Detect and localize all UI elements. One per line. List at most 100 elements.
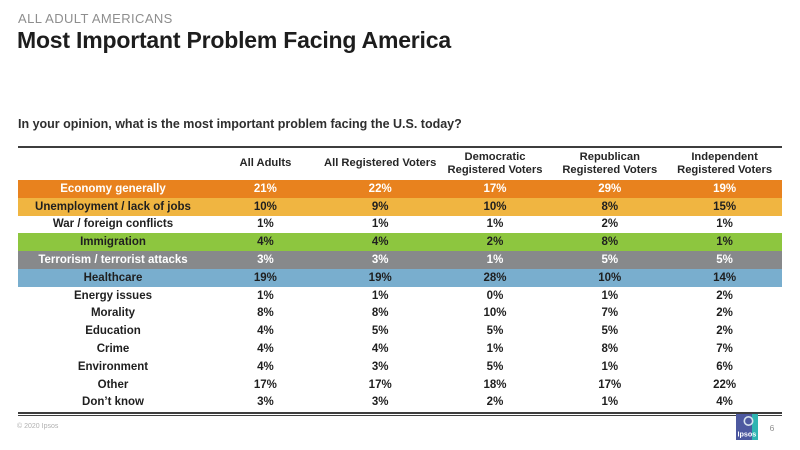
row-value: 5% [601, 254, 619, 267]
table-row: War / foreign conflicts 1% 1% 1% 2% 1% [18, 215, 782, 234]
table-bottom-border [18, 412, 782, 415]
row-label: Healthcare [83, 271, 143, 284]
column-header-line: Registered Voters [562, 164, 658, 176]
row-value: 0% [486, 289, 504, 302]
row-value: 29% [598, 182, 622, 195]
row-value: 8% [601, 343, 619, 356]
row-value: 1% [601, 360, 619, 373]
table-row: Unemployment / lack of jobs 10% 9% 10% 8% 15% [18, 197, 782, 216]
column-header-line: Republican [579, 150, 640, 163]
row-value: 1% [601, 289, 619, 302]
row-value: 17% [598, 378, 622, 391]
row-value: 2% [716, 307, 733, 320]
row-value: 4% [371, 236, 389, 249]
row-value: 1% [716, 236, 733, 249]
table-row: Immigration 4% 4% 2% 8% 1% [18, 233, 782, 252]
row-value: 1% [371, 289, 389, 302]
row-value: 1% [486, 254, 504, 267]
row-value: 5% [486, 360, 504, 373]
row-value: 19% [253, 271, 277, 284]
row-value: 9% [371, 200, 389, 213]
table-row: Don’t know 3% 3% 2% 1% 4% [18, 393, 782, 412]
row-value: 1% [486, 343, 504, 356]
table-row: Terrorism / terrorist attacks 3% 3% 1% 5% 5% [18, 251, 782, 269]
row-label: Education [85, 325, 141, 338]
row-value: 15% [713, 200, 737, 213]
row-label: Other [97, 378, 129, 391]
row-value: 7% [716, 343, 733, 356]
row-value: 3% [371, 360, 389, 373]
row-label: Crime [96, 343, 130, 356]
column-header-line: All Registered Voters [324, 157, 437, 170]
row-label: Terrorism / terrorist attacks [38, 254, 188, 267]
row-value: 18% [483, 378, 507, 391]
row-value: 1% [371, 218, 389, 231]
row-label: Environment [77, 360, 149, 373]
row-value: 1% [601, 396, 619, 409]
row-value: 8% [371, 307, 389, 320]
ipsos-logo-text: Ipsos [738, 430, 757, 439]
row-value: 17% [483, 182, 507, 195]
row-value: 6% [716, 360, 733, 373]
row-label: Morality [90, 307, 136, 320]
table-header-row: All Adults All Registered Voters Democrati… [18, 148, 782, 180]
table-row: Morality 8% 8% 10% 7% 2% [18, 304, 782, 323]
table-bottom-border-gap [18, 414, 782, 416]
row-value: 4% [257, 325, 274, 338]
row-value: 8% [257, 307, 274, 320]
row-value: 21% [253, 182, 277, 195]
table-row: Healthcare 19% 19% 28% 10% 14% [18, 268, 782, 287]
row-label: Energy issues [74, 289, 152, 302]
row-value: 2% [486, 236, 504, 249]
row-value: 5% [371, 325, 389, 338]
row-value: 2% [486, 396, 504, 409]
row-value: 4% [716, 396, 733, 409]
column-header: Independent Registered Voters [667, 151, 782, 177]
row-value: 3% [257, 254, 274, 267]
row-value: 2% [601, 218, 619, 231]
results-table: All Adults All Registered Voters Democrati… [18, 146, 782, 417]
row-value: 8% [601, 236, 619, 249]
row-value: 7% [601, 307, 619, 320]
row-value: 4% [257, 343, 274, 356]
row-value: 10% [253, 200, 277, 213]
column-header-line: Registered Voters [447, 164, 543, 176]
row-value: 22% [713, 378, 737, 391]
column-header-line: Independent [691, 150, 758, 163]
column-header: Democratic Registered Voters [438, 151, 553, 177]
row-value: 22% [368, 182, 392, 195]
row-value: 4% [257, 236, 274, 249]
table-body: Economy generally 21% 22% 17% 29% 19% Unemploy… [18, 180, 782, 412]
table-row: Environment 4% 3% 5% 1% 6% [18, 357, 782, 376]
row-value: 17% [368, 378, 392, 391]
column-header: All Adults [208, 157, 323, 170]
table-bottom-border-thin [18, 415, 782, 417]
row-value: 10% [598, 271, 622, 284]
row-value: 4% [371, 343, 389, 356]
row-value: 3% [371, 254, 389, 267]
table-row: Crime 4% 4% 1% 8% 7% [18, 340, 782, 358]
column-header-line: Registered Voters [677, 164, 773, 176]
row-value: 5% [486, 325, 504, 338]
column-header: All Registered Voters [323, 157, 438, 170]
row-value: 17% [253, 378, 277, 391]
table-row: Economy generally 21% 22% 17% 29% 19% [18, 180, 782, 198]
ipsos-logo-icon: Ipsos [736, 414, 758, 440]
slide-eyebrow: ALL ADULT AMERICANS [18, 11, 173, 26]
row-label: Economy generally [60, 182, 166, 195]
row-value: 2% [716, 289, 733, 302]
page-number: 6 [769, 423, 775, 433]
row-label: Unemployment / lack of jobs [35, 200, 191, 213]
table-row: Energy issues 1% 1% 0% 1% 2% [18, 286, 782, 305]
row-value: 3% [257, 396, 274, 409]
row-value: 4% [257, 360, 274, 373]
survey-question: In your opinion, what is the most import… [18, 117, 462, 131]
row-value: 1% [257, 218, 274, 231]
row-value: 28% [483, 271, 507, 284]
row-value: 19% [713, 182, 737, 195]
column-header: Republican Registered Voters [552, 151, 667, 177]
row-value: 5% [716, 254, 733, 267]
row-value: 8% [601, 200, 619, 213]
page-title: Most Important Problem Facing America [17, 27, 451, 53]
